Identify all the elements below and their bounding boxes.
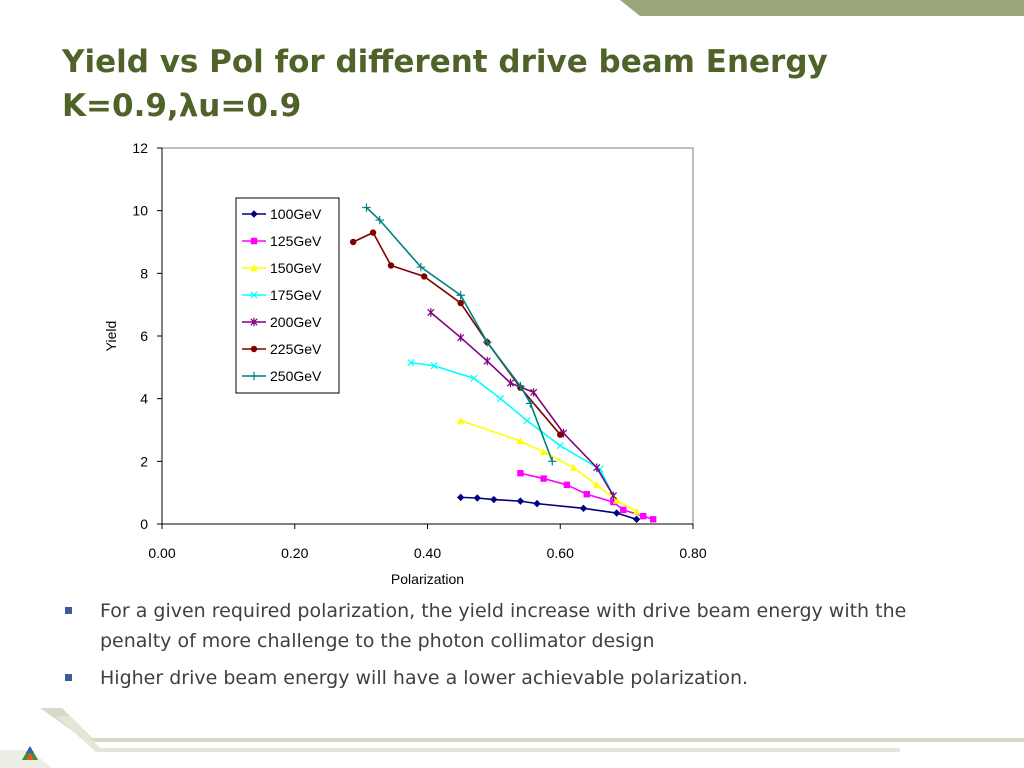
legend-marker — [250, 264, 258, 272]
legend-label: 225GeV — [270, 341, 322, 357]
x-tick-label: 0.60 — [547, 545, 574, 561]
x-tick-label: 0.00 — [148, 545, 175, 561]
data-point — [526, 399, 535, 408]
yield-vs-polarization-chart: 0 2 4 6 8 10 12 0.00 0.20 0.40 0.60 0.80 Polarizatio… — [96, 130, 736, 590]
title-line-2: K=0.9,λu=0.9 — [62, 88, 302, 124]
data-point — [523, 416, 531, 425]
data-point — [557, 431, 564, 438]
data-point — [620, 506, 627, 514]
data-point — [369, 229, 377, 236]
data-point — [610, 498, 617, 506]
legend-label: 100GeV — [270, 206, 322, 222]
data-point — [496, 395, 505, 403]
x-tick-label: 0.20 — [281, 545, 308, 561]
data-point — [530, 388, 538, 397]
data-point — [483, 338, 492, 347]
data-point — [427, 308, 435, 317]
y-tick-label: 2 — [140, 453, 148, 469]
data-point — [517, 470, 524, 477]
data-point — [470, 374, 478, 382]
series-150GeV — [456, 416, 641, 515]
bullet-list: For a given required polarization, the y… — [62, 596, 962, 700]
y-tick-label: 8 — [140, 265, 148, 281]
y-tick-label: 6 — [140, 328, 148, 344]
data-point — [430, 362, 438, 370]
slide-title: Yield vs Pol for different drive beam En… — [62, 40, 828, 128]
bullet-item: For a given required polarization, the y… — [62, 596, 962, 656]
data-point — [516, 437, 525, 445]
y-tick-label: 10 — [132, 203, 148, 219]
legend-marker — [250, 210, 258, 218]
data-point — [632, 515, 641, 523]
square-bullet-icon — [65, 607, 72, 614]
data-point — [569, 463, 578, 471]
y-axis-title: Yield — [103, 321, 119, 352]
logo-icon — [22, 746, 38, 760]
x-tick-label: 0.40 — [414, 545, 441, 561]
series-250GeV — [362, 203, 557, 466]
data-point — [593, 463, 601, 472]
data-point — [516, 381, 525, 391]
bottom-decoration — [0, 708, 1024, 768]
legend-label: 250GeV — [270, 368, 322, 384]
data-point — [632, 507, 641, 515]
x-tick-label: 0.80 — [679, 545, 706, 561]
data-point — [483, 356, 491, 366]
data-point — [612, 509, 621, 517]
y-tick-label: 4 — [140, 391, 148, 407]
series-125GeV — [517, 470, 657, 523]
data-point — [473, 494, 481, 502]
chart-svg: 0 2 4 6 8 10 12 0.00 0.20 0.40 0.60 0.80 Polarizatio… — [103, 140, 707, 587]
data-point — [649, 516, 657, 523]
bullet-text: For a given required polarization, the y… — [100, 600, 907, 652]
data-point — [612, 496, 621, 504]
x-axis-title: Polarization — [391, 571, 464, 587]
y-tick-label: 12 — [132, 140, 148, 156]
data-point — [457, 333, 465, 342]
data-point — [407, 359, 415, 367]
legend-label: 175GeV — [270, 287, 322, 303]
title-line-1: Yield vs Pol for different drive beam En… — [62, 44, 828, 80]
data-point — [506, 378, 515, 388]
legend: 100GeV 125GeV 150GeV 175GeV 200GeV 225GeV 250G… — [235, 197, 340, 394]
data-point — [362, 203, 371, 212]
data-point — [540, 475, 547, 482]
series-line — [520, 472, 654, 521]
data-point — [556, 442, 564, 450]
data-point — [387, 262, 395, 269]
data-point — [456, 291, 465, 300]
data-point — [456, 416, 465, 424]
legend-marker — [250, 237, 258, 245]
series-line — [365, 206, 554, 462]
legend-label: 200GeV — [270, 314, 322, 330]
data-point — [539, 448, 548, 456]
data-point — [593, 481, 601, 489]
square-bullet-icon — [65, 674, 72, 681]
legend-marker — [249, 371, 259, 381]
data-point — [420, 273, 428, 280]
data-point — [548, 457, 557, 466]
legend-marker — [250, 291, 258, 299]
legend-marker — [250, 317, 258, 327]
bullet-text: Higher drive beam energy will have a low… — [100, 667, 749, 689]
bullet-item: Higher drive beam energy will have a low… — [62, 663, 962, 693]
legend-marker — [250, 345, 258, 353]
data-point — [349, 238, 357, 246]
data-point — [609, 491, 617, 500]
data-point — [490, 495, 498, 504]
data-point — [375, 215, 384, 225]
data-point — [416, 262, 426, 272]
data-point — [456, 493, 465, 502]
top-accent-band — [620, 0, 1024, 16]
legend-label: 150GeV — [270, 260, 322, 276]
data-point — [640, 512, 647, 520]
data-point — [457, 299, 464, 307]
data-point — [583, 491, 590, 498]
data-point — [563, 481, 571, 489]
y-tick-label: 0 — [140, 516, 148, 532]
legend-label: 125GeV — [270, 233, 322, 249]
